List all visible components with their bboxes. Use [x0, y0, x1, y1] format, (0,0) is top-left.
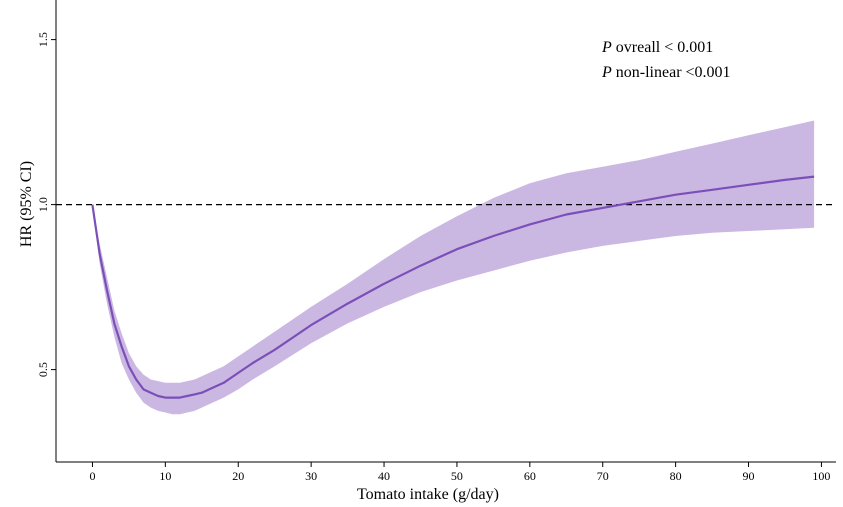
confidence-band-layer — [92, 120, 815, 415]
hr-curve — [91, 175, 815, 399]
y-tick-label: 0.5 — [36, 362, 50, 377]
x-axis-title: Tomato intake (g/day) — [357, 486, 499, 503]
x-tick-label: 40 — [378, 469, 390, 483]
axes: 0 10 20 30 40 50 60 70 80 90 100 0.5 1.0 1.5 Tomato in… — [18, 0, 836, 503]
x-tick-label: 20 — [232, 469, 244, 483]
y-axis-title: HR (95% CI) — [18, 161, 35, 247]
p-value-annotation: P ovreall < 0.001 — [601, 39, 713, 56]
x-tick-label: 0 — [89, 469, 95, 483]
x-tick-label: 90 — [743, 469, 755, 483]
confidence-band — [92, 120, 815, 415]
x-tick-label: 60 — [524, 469, 536, 483]
x-tick-label: 50 — [451, 469, 463, 483]
p-value-annotation: P non-linear <0.001 — [601, 64, 731, 81]
annotation-layer: P ovreall < 0.001 P non-linear <0.001 — [601, 39, 731, 81]
x-tick-label: 30 — [305, 469, 317, 483]
x-tick-label: 100 — [812, 469, 830, 483]
y-tick-label: 1.0 — [36, 197, 50, 212]
line-layer — [56, 175, 836, 399]
y-tick-label: 1.5 — [36, 32, 50, 47]
x-tick-label: 80 — [670, 469, 682, 483]
x-tick-label: 10 — [159, 469, 171, 483]
x-tick-label: 70 — [597, 469, 609, 483]
